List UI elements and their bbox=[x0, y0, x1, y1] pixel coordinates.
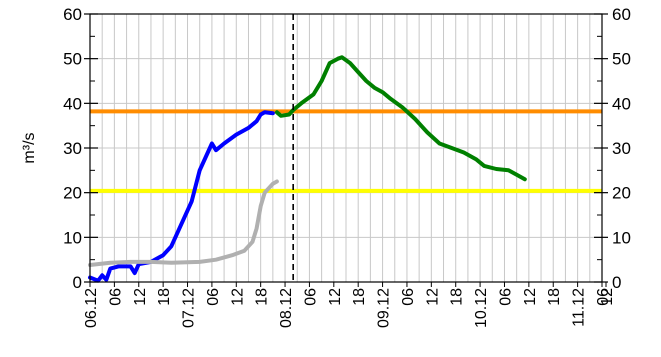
x-tick-label: 12 bbox=[599, 288, 616, 306]
x-tick-label: 06.12 bbox=[83, 288, 100, 328]
series-lines bbox=[88, 55, 527, 283]
y-tick-label-right: 30 bbox=[612, 139, 631, 158]
y-tick-label-left: 60 bbox=[63, 5, 82, 24]
y-tick-label-right: 20 bbox=[612, 184, 631, 203]
x-tick-label: 06 bbox=[205, 288, 222, 306]
x-tick-label: 06 bbox=[107, 288, 124, 306]
y-tick-label-left: 0 bbox=[73, 273, 82, 292]
x-tick-label: 12 bbox=[132, 288, 149, 306]
x-tick-label: 18 bbox=[156, 288, 173, 306]
series-forecast-line bbox=[274, 55, 527, 182]
y-tick-label-left: 20 bbox=[63, 184, 82, 203]
x-tick-label: 11.12 bbox=[571, 288, 588, 327]
x-tick-label: 06 bbox=[302, 288, 319, 306]
x-tick-label: 18 bbox=[254, 288, 271, 306]
x-tick-label: 18 bbox=[351, 288, 368, 306]
x-tick-label: 07.12 bbox=[181, 288, 198, 328]
y-tick-label-right: 10 bbox=[612, 228, 631, 247]
y-tick-label-right: 0 bbox=[612, 273, 621, 292]
y-axis-ticks: 0 0 10 10 20 20 30 30 40 40 50 50 60 60 bbox=[63, 5, 631, 292]
x-tick-label: 09.12 bbox=[376, 288, 393, 328]
x-tick-label: 12 bbox=[522, 288, 539, 306]
x-axis-ticks: 06.12 06 12 18 07.12 06 12 18 08.12 06 12 18 09.12 06… bbox=[83, 282, 616, 328]
x-tick-label: 06 bbox=[400, 288, 417, 306]
y-tick-label-left: 30 bbox=[63, 139, 82, 158]
x-tick-label: 18 bbox=[546, 288, 563, 306]
y-tick-label-right: 40 bbox=[612, 94, 631, 113]
x-tick-label: 06 bbox=[595, 288, 612, 306]
x-tick-label: 12 bbox=[327, 288, 344, 306]
y-axis-label: m³/s bbox=[21, 132, 38, 163]
x-tick-label: 10.12 bbox=[473, 288, 490, 328]
y-tick-label-right: 50 bbox=[612, 50, 631, 69]
x-tick-label: 06 bbox=[497, 288, 514, 306]
x-tick-label: 12 bbox=[424, 288, 441, 306]
threshold-lines bbox=[90, 109, 602, 193]
y-tick-label-left: 40 bbox=[63, 94, 82, 113]
y-tick-label-right: 60 bbox=[612, 5, 631, 24]
series-secondary-line bbox=[88, 179, 279, 267]
series-observed-line bbox=[88, 110, 275, 283]
y-tick-label-left: 50 bbox=[63, 50, 82, 69]
x-tick-label: 18 bbox=[449, 288, 466, 306]
y-tick-label-left: 10 bbox=[63, 228, 82, 247]
x-tick-label: 12 bbox=[229, 288, 246, 306]
x-tick-label: 08.12 bbox=[278, 288, 295, 328]
